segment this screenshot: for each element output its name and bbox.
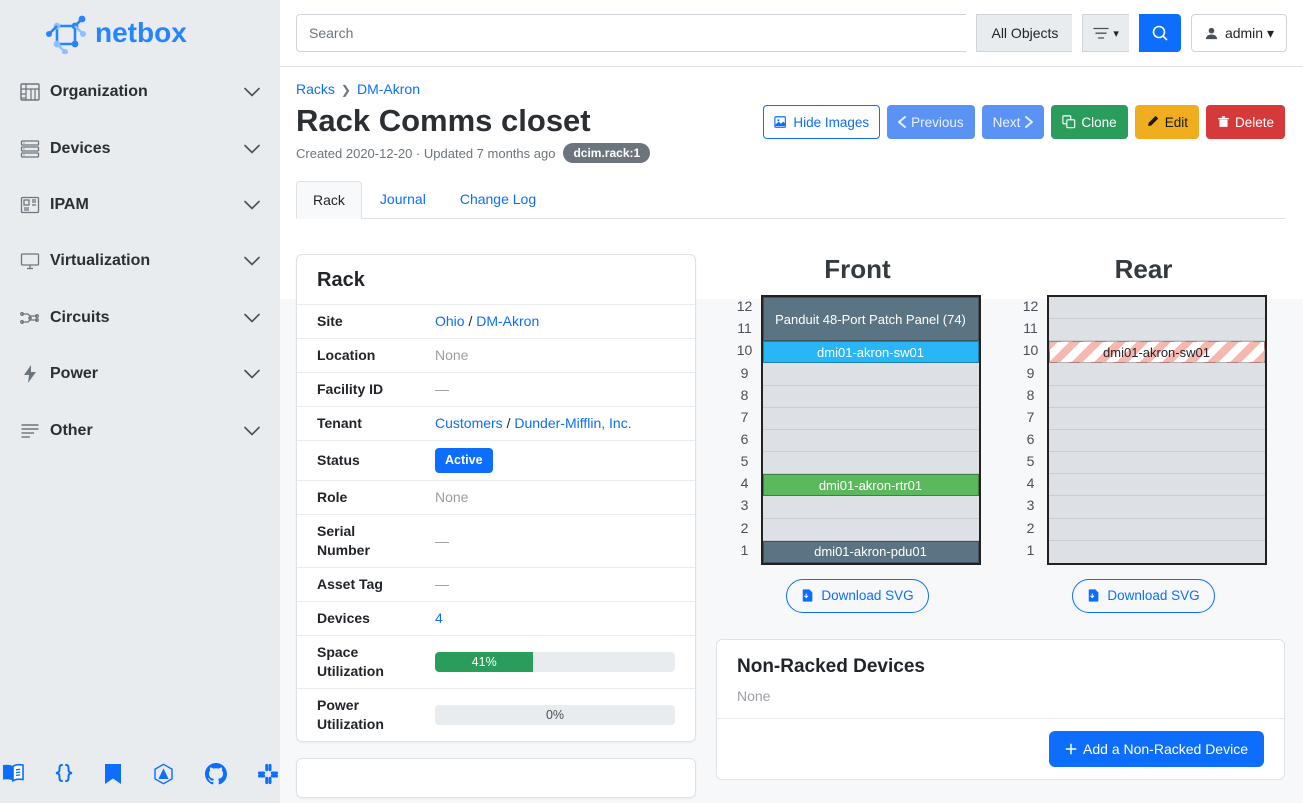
svg-text:netbox: netbox (95, 17, 187, 48)
